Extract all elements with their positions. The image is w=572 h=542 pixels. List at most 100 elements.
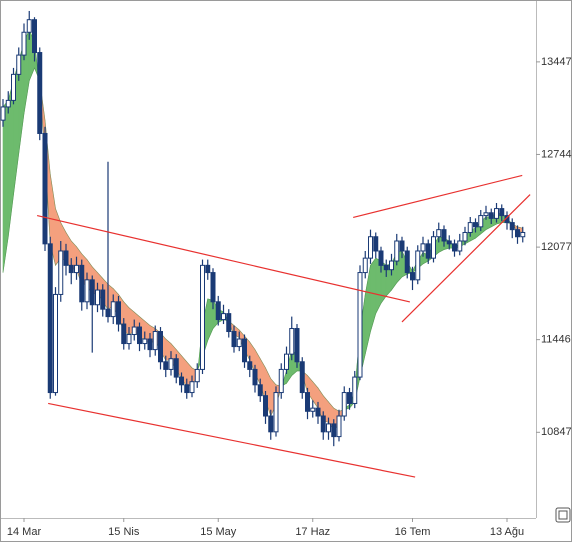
- candle-body: [84, 279, 90, 303]
- ribbon-line: [2, 67, 523, 412]
- candle-body: [184, 384, 190, 394]
- candle-body: [231, 331, 237, 348]
- icon-frame[interactable]: [555, 507, 571, 523]
- candle-body: [326, 423, 331, 433]
- candle-body: [436, 229, 442, 238]
- candle-body: [331, 423, 337, 438]
- candle-body: [131, 326, 137, 336]
- candle-body: [21, 31, 27, 56]
- y-tick-label: 11446: [541, 334, 571, 346]
- y-tick-label: 10847: [541, 426, 572, 438]
- candle-body: [142, 338, 148, 345]
- candle-body: [336, 415, 342, 438]
- candle-body: [509, 222, 515, 231]
- plot-area: [0, 10, 531, 478]
- candle-body: [137, 326, 142, 345]
- candle-body: [478, 215, 484, 228]
- candle-body: [263, 395, 268, 417]
- y-tick-label: 12077: [541, 241, 572, 253]
- candle-body: [179, 376, 184, 386]
- candle-body: [257, 384, 263, 397]
- candle-body: [499, 208, 505, 217]
- x-tick-label: 16 Tem: [395, 526, 431, 538]
- x-tick-label: 15 May: [200, 526, 237, 538]
- candle-body: [47, 243, 53, 394]
- candle-body: [105, 308, 111, 318]
- candle-body: [236, 338, 242, 348]
- candle-body: [163, 361, 169, 370]
- x-tick-label: 14 Mar: [7, 526, 42, 538]
- candle-body: [5, 99, 11, 108]
- candle-body: [205, 264, 211, 274]
- candle-body: [462, 231, 468, 242]
- candle-body: [373, 236, 379, 252]
- candle-body: [357, 272, 363, 378]
- candle-body: [210, 272, 216, 303]
- candle-body: [431, 236, 436, 259]
- candle-body: [320, 415, 326, 433]
- trend-line: [353, 174, 523, 218]
- candle-body: [425, 243, 431, 259]
- candle-body: [32, 19, 37, 54]
- candle-body: [347, 392, 352, 404]
- candle-body: [415, 250, 421, 281]
- candle-body: [467, 222, 473, 233]
- candle-body: [147, 338, 153, 351]
- candle-body: [126, 334, 132, 345]
- candle-body: [483, 212, 489, 217]
- candle-body: [121, 323, 127, 345]
- candle-body: [352, 376, 358, 404]
- candle-body: [242, 338, 247, 363]
- candle-body: [11, 73, 16, 101]
- x-tick-label: 13 Ağu: [490, 526, 524, 538]
- candle-body: [226, 313, 232, 333]
- candle-body: [520, 231, 526, 238]
- candle-body: [315, 407, 321, 417]
- candle-body: [368, 236, 373, 259]
- candle-body: [452, 243, 457, 252]
- candle-body: [289, 328, 295, 355]
- candle-body: [158, 331, 163, 363]
- candle-body: [100, 289, 106, 310]
- candle-body: [488, 212, 494, 219]
- x-tick-label: 17 Haz: [295, 526, 330, 538]
- trend-line: [401, 194, 531, 323]
- candle-body: [410, 272, 415, 281]
- candle-body: [68, 264, 74, 274]
- candle-body: [362, 257, 368, 274]
- candle-body: [446, 240, 452, 245]
- candle-body: [74, 264, 79, 274]
- candle-body: [79, 264, 85, 303]
- candle-body: [515, 229, 520, 238]
- trend-line: [48, 402, 416, 478]
- candle-body: [420, 243, 426, 252]
- candle-body: [399, 240, 405, 252]
- candle-body: [247, 361, 253, 370]
- icon-inner[interactable]: [558, 510, 568, 520]
- candle-body: [404, 250, 410, 274]
- y-tick-label: 13447: [541, 56, 572, 68]
- candle-body: [389, 260, 394, 271]
- candle-body: [394, 240, 400, 262]
- candle-body: [89, 279, 95, 306]
- settings-icon[interactable]: [555, 507, 571, 523]
- candle-body: [268, 415, 274, 433]
- candle-body: [473, 222, 478, 228]
- candle-body: [457, 240, 463, 252]
- candle-body: [310, 407, 316, 412]
- candle-body: [37, 52, 43, 134]
- candle-body: [116, 301, 121, 325]
- candle-body: [53, 293, 58, 394]
- candle-body: [0, 106, 6, 121]
- candle-body: [252, 368, 258, 386]
- candle-body: [341, 392, 347, 417]
- candle-body: [189, 381, 195, 394]
- candle-body: [273, 392, 279, 433]
- candle-body: [58, 250, 64, 295]
- candle-body: [110, 301, 116, 318]
- candle-body: [168, 358, 174, 370]
- candle-body: [494, 208, 499, 219]
- candle-body: [42, 132, 48, 245]
- candle-body: [16, 54, 22, 75]
